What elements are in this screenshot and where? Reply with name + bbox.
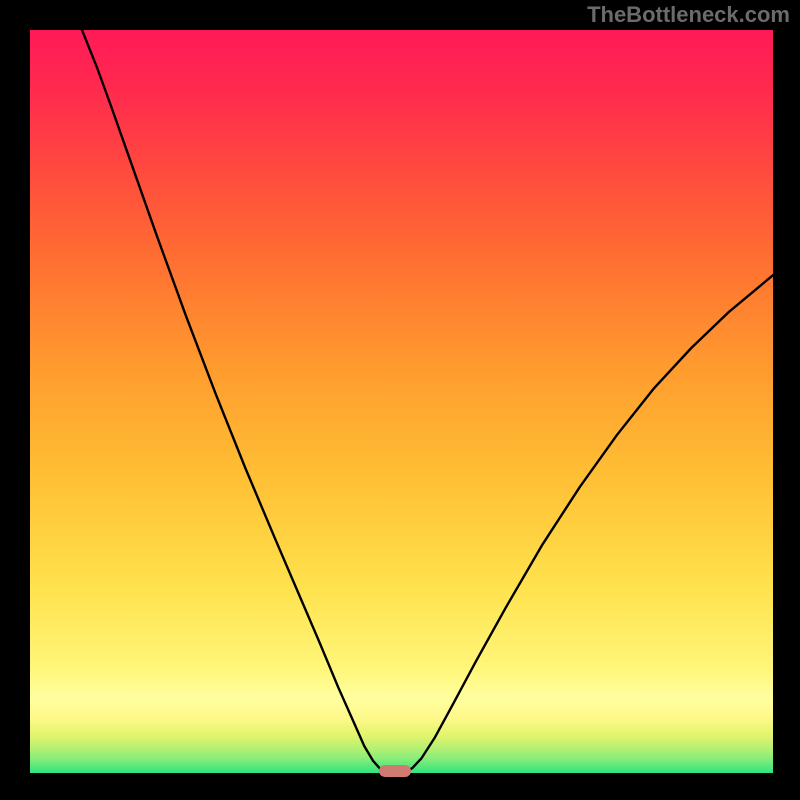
optimum-marker [379, 765, 411, 777]
bottleneck-curve [30, 30, 773, 773]
watermark-text: TheBottleneck.com [587, 2, 790, 28]
plot-area [30, 30, 773, 773]
